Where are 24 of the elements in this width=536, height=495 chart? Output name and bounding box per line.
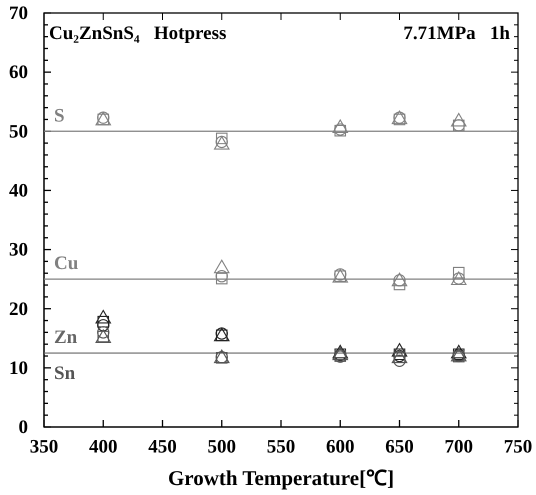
annotation: Sn xyxy=(54,363,76,384)
annotation: 7.71MPa 1h xyxy=(403,23,510,44)
x-tick-label: 650 xyxy=(385,436,414,458)
ref-line-label: S xyxy=(54,105,65,126)
x-tick-label: 600 xyxy=(326,436,354,458)
y-tick-label: 20 xyxy=(9,298,28,320)
x-tick-label: 500 xyxy=(208,436,236,458)
y-tick-label: 50 xyxy=(9,121,28,142)
y-tick-label: 40 xyxy=(9,180,28,202)
x-tick-label: 700 xyxy=(444,436,473,458)
x-axis-title: Growth Temperature[℃] xyxy=(168,466,394,490)
ref-line-label: Zn xyxy=(54,327,78,348)
y-tick-label: 70 xyxy=(9,3,28,24)
annotation: Cu₂ZnSnS₄ Hotpress xyxy=(49,23,226,44)
x-tick-label: 550 xyxy=(266,436,296,458)
y-tick-label: 0 xyxy=(18,417,28,438)
x-tick-label: 400 xyxy=(89,436,118,458)
y-tick-label: 30 xyxy=(9,240,28,261)
x-tick-label: 450 xyxy=(148,436,177,458)
x-tick-label: 350 xyxy=(30,436,58,458)
y-tick-label: 60 xyxy=(9,62,28,84)
y-tick-label: 10 xyxy=(9,358,28,379)
x-tick-label: 750 xyxy=(504,436,532,458)
ref-line-label: Cu xyxy=(54,253,79,274)
